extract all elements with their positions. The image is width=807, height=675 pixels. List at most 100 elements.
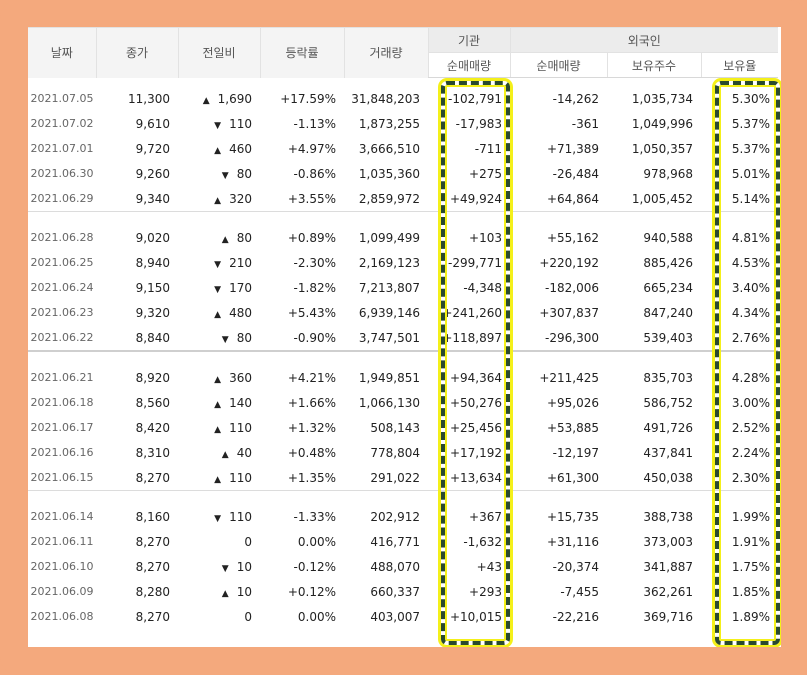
cell-date: 2021.06.17 [30,421,94,434]
col-inst-net: 순매매량 [427,52,510,78]
table-row: 2021.06.24 9,150 ▼ 170 -1.82% 7,213,807 -4,348… [28,275,778,300]
cell-inst-net: +13,634 [449,470,502,485]
cell-rate: +1.32% [287,420,336,435]
group-separator [28,78,778,87]
cell-volume: 291,022 [370,470,420,485]
cell-date: 2021.07.05 [30,92,94,105]
table-row: 2021.06.11 8,270 0 0.00% 416,771 -1,632 +31,11… [28,529,778,554]
cell-volume: 1,066,130 [358,395,420,410]
cell-rate: 0.00% [297,534,336,549]
up-arrow-icon: ▲ [214,309,222,320]
cell-close: 8,270 [135,559,170,574]
cell-foreign-shares: 1,050,357 [631,141,693,156]
cell-foreign-shares: 369,716 [643,609,693,624]
cell-foreign-net: -361 [571,116,599,131]
cell-foreign-ratio: 2.52% [731,420,771,435]
cell-date: 2021.06.10 [30,560,94,573]
cell-close: 8,270 [135,470,170,485]
cell-foreign-shares: 586,752 [643,395,693,410]
cell-date: 2021.06.18 [30,396,94,409]
table-row: 2021.06.15 8,270 ▲ 110 +1.35% 291,022 +13,634 +… [28,465,778,491]
cell-date: 2021.06.11 [30,535,94,548]
cell-foreign-net: +64,864 [546,191,599,206]
cell-foreign-ratio: 1.91% [731,534,771,549]
cell-volume: 778,804 [370,445,420,460]
cell-inst-net: +367 [469,509,502,524]
cell-inst-net: +275 [469,166,502,181]
cell-foreign-ratio: 1.75% [731,559,771,574]
cell-foreign-net: +61,300 [546,470,599,485]
table-row: 2021.06.14 8,160 ▼ 110 -1.33% 202,912 +367 +15,… [28,504,778,529]
cell-rate: -0.12% [293,559,336,574]
cell-volume: 202,912 [370,509,420,524]
cell-volume: 1,035,360 [358,166,420,181]
cell-close: 9,340 [135,191,170,206]
institution-net-highlight [441,81,510,645]
table-row: 2021.06.28 9,020 ▲ 80 +0.89% 1,099,499 +103 +55… [28,225,778,250]
cell-foreign-shares: 835,703 [643,370,693,385]
cell-volume: 660,337 [370,584,420,599]
change-value: 460 [229,141,252,156]
table-row: 2021.06.10 8,270 ▼ 10 -0.12% 488,070 +43 -20,37… [28,554,778,579]
cell-volume: 508,143 [370,420,420,435]
cell-date: 2021.06.09 [30,585,94,598]
down-arrow-icon: ▼ [214,513,222,524]
cell-foreign-net: +15,735 [546,509,599,524]
cell-change: ▲ 40 [178,440,260,465]
cell-inst-net: -299,771 [448,255,502,270]
cell-volume: 416,771 [370,534,420,549]
cell-date: 2021.06.08 [30,610,94,623]
cell-foreign-shares: 450,038 [643,470,693,485]
group-institution: 기관 [427,27,510,53]
cell-foreign-shares: 373,003 [643,534,693,549]
cell-inst-net: +293 [469,584,502,599]
cell-inst-net: +241,260 [442,305,502,320]
up-arrow-icon: ▲ [214,374,222,385]
change-value: 110 [229,509,252,524]
cell-volume: 1,873,255 [358,116,420,131]
cell-rate: +17.59% [280,91,336,106]
cell-change: ▲ 110 [178,415,260,440]
table-row: 2021.06.09 8,280 ▲ 10 +0.12% 660,337 +293 -7,45… [28,579,778,604]
change-value: 10 [236,559,252,574]
cell-inst-net: +25,456 [449,420,502,435]
change-value: 480 [229,305,252,320]
change-value: 10 [236,584,252,599]
col-close: 종가 [95,27,178,78]
cell-volume: 1,949,851 [358,370,420,385]
cell-date: 2021.06.16 [30,446,94,459]
cell-foreign-net: -7,455 [560,584,599,599]
cell-foreign-shares: 940,588 [643,230,693,245]
up-arrow-icon: ▲ [214,145,222,156]
change-value: 360 [229,370,252,385]
cell-foreign-ratio: 1.99% [731,509,771,524]
cell-change: 0 [178,529,260,554]
col-rate: 등락률 [259,27,344,78]
up-arrow-icon: ▲ [221,588,229,599]
cell-foreign-net: +71,389 [546,141,599,156]
cell-foreign-shares: 665,234 [643,280,693,295]
up-arrow-icon: ▲ [214,424,222,435]
cell-volume: 7,213,807 [358,280,420,295]
up-arrow-icon: ▲ [202,95,210,106]
cell-date: 2021.06.23 [30,306,94,319]
cell-volume: 2,859,972 [358,191,420,206]
cell-close: 9,720 [135,141,170,156]
cell-change: ▼ 110 [178,504,260,529]
up-arrow-icon: ▲ [214,474,222,485]
cell-rate: +0.48% [287,445,336,460]
cell-volume: 31,848,203 [351,91,420,106]
cell-foreign-ratio: 5.14% [731,191,771,206]
cell-rate: +1.35% [287,470,336,485]
cell-foreign-net: -14,262 [552,91,599,106]
col-date: 날짜 [28,27,96,78]
cell-inst-net: +118,897 [442,330,502,345]
table-row: 2021.07.05 11,300 ▲ 1,690 +17.59% 31,848,203 -… [28,86,778,111]
cell-foreign-net: +55,162 [546,230,599,245]
cell-close: 9,260 [135,166,170,181]
group-separator [28,490,779,504]
cell-rate: +0.89% [287,230,336,245]
cell-change: ▲ 460 [178,136,260,161]
cell-volume: 403,007 [370,609,420,624]
cell-inst-net: +17,192 [449,445,502,460]
